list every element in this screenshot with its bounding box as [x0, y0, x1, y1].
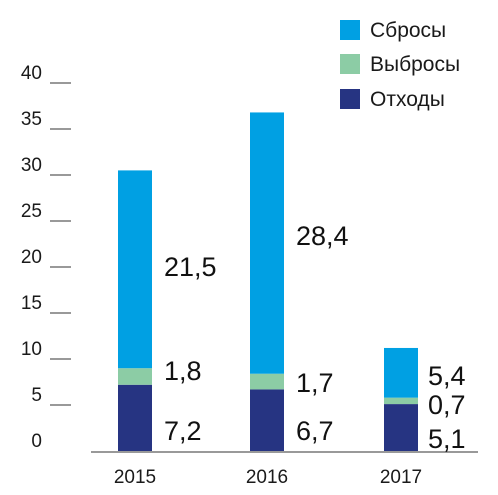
- data-label: 5,4: [428, 361, 466, 391]
- data-label: 7,2: [164, 416, 202, 446]
- data-label: 6,7: [296, 416, 334, 446]
- y-tick-label: 40: [21, 63, 42, 84]
- bar-segment: [384, 347, 418, 398]
- bar-segment: [250, 373, 284, 390]
- y-tick-label: 10: [21, 339, 42, 360]
- data-label: 28,4: [296, 221, 349, 251]
- y-tick-label: 5: [31, 385, 42, 406]
- data-label: 5,1: [428, 424, 466, 454]
- bar-segment: [384, 404, 418, 451]
- bar-segment: [384, 397, 418, 405]
- bar-segment: [250, 112, 284, 374]
- data-label: 21,5: [164, 252, 217, 282]
- legend-swatch: [340, 54, 360, 74]
- x-tick-label: 2016: [246, 467, 288, 488]
- data-label: 1,8: [164, 356, 202, 386]
- y-tick-label: 15: [21, 293, 42, 314]
- legend-label: Отходы: [370, 88, 445, 111]
- bar-segment: [118, 384, 152, 451]
- y-tick-label: 20: [21, 247, 42, 268]
- data-label: 0,7: [428, 390, 466, 420]
- bar-segment: [118, 170, 152, 369]
- legend-label: Выбросы: [370, 53, 460, 76]
- bar-segment: [118, 368, 152, 385]
- data-labels: 7,2 1,8 21,5 6,7 1,7 28,4 5,1 0,75,4: [164, 221, 466, 454]
- x-tick-label: 2017: [380, 467, 422, 488]
- x-tick-label: 2015: [114, 467, 156, 488]
- x-axis: 2015 2016 2017: [91, 451, 478, 488]
- legend: Сбросы Выбросы Отходы: [340, 19, 460, 111]
- legend-swatch: [340, 89, 360, 109]
- y-axis: 0 5 10 15 20 25 30 35 40: [21, 63, 71, 452]
- y-tick-label: 35: [21, 109, 42, 130]
- data-label: 1,7: [296, 368, 334, 398]
- y-tick-label: 30: [21, 155, 42, 176]
- legend-label: Сбросы: [370, 19, 446, 42]
- legend-swatch: [340, 20, 360, 40]
- y-tick-label: 25: [21, 201, 42, 222]
- bars: [118, 112, 418, 451]
- bar-segment: [250, 389, 284, 451]
- y-tick-label: 0: [31, 431, 42, 452]
